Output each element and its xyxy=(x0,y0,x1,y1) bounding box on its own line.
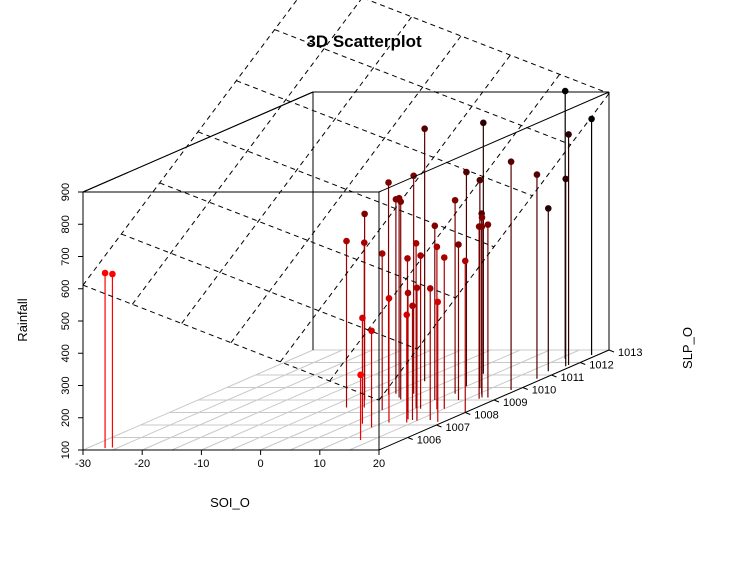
y-tick xyxy=(407,437,413,440)
data-point xyxy=(433,243,441,251)
plane-grid-line xyxy=(230,35,462,343)
data-point xyxy=(451,196,459,204)
x-tick-label: 10 xyxy=(314,458,326,470)
data-point xyxy=(404,289,412,297)
data-point xyxy=(413,284,421,292)
data-point xyxy=(409,302,416,310)
x-tick-label: -30 xyxy=(75,458,91,470)
regression-plane xyxy=(82,0,610,401)
y-tick xyxy=(493,399,500,403)
x-tick-label: -10 xyxy=(193,458,209,470)
z-tick-label: 900 xyxy=(60,183,72,201)
data-point xyxy=(544,205,552,212)
data-point xyxy=(480,119,487,127)
data-point xyxy=(476,176,484,184)
z-tick-label: 100 xyxy=(60,441,72,459)
y-tick-label: 1011 xyxy=(561,372,585,384)
data-point xyxy=(359,314,366,322)
plane-grid-line xyxy=(274,29,571,146)
y-axis-label: SLP_O xyxy=(680,327,695,369)
data-point xyxy=(378,250,386,257)
y-tick-label: 1010 xyxy=(532,385,556,397)
data-point xyxy=(109,270,116,278)
plane-grid-line xyxy=(236,80,533,197)
data-point xyxy=(463,168,470,176)
data-point xyxy=(533,171,541,178)
data-point xyxy=(412,240,420,247)
plane-grid-line xyxy=(131,0,362,305)
box-edge xyxy=(82,91,314,193)
y-tick xyxy=(522,387,528,390)
data-point xyxy=(565,131,572,138)
data-point xyxy=(484,221,492,228)
plane-grid-line xyxy=(367,0,610,94)
data-point xyxy=(455,241,462,248)
plane-grid-line xyxy=(121,233,418,350)
data-point xyxy=(434,298,442,306)
y-tick xyxy=(465,412,471,415)
z-axis-label: Rainfall xyxy=(15,298,30,341)
z-tick-label: 200 xyxy=(60,409,72,427)
data-point xyxy=(461,257,469,265)
z-tick-label: 800 xyxy=(60,215,72,233)
x-axis-label: SOI_O xyxy=(210,495,250,510)
x-tick-label: 0 xyxy=(258,458,264,470)
data-point xyxy=(431,222,439,230)
data-point xyxy=(361,210,368,218)
axes: -30 -20 -10 0 10 20 100 200 300 400 500 600 700 800 90… xyxy=(60,183,643,470)
data-points xyxy=(101,87,595,379)
y-tick-label: 1007 xyxy=(446,422,470,434)
data-point xyxy=(404,255,411,262)
data-point xyxy=(588,115,595,123)
chart-title: 3D Scatterplot xyxy=(306,32,422,51)
z-tick-label: 600 xyxy=(60,280,72,298)
plane-grid-line xyxy=(197,131,495,248)
data-point xyxy=(561,87,569,95)
data-point xyxy=(426,285,434,292)
data-point xyxy=(507,158,515,165)
data-point xyxy=(403,311,411,319)
data-point xyxy=(360,239,368,247)
z-tick-label: 400 xyxy=(60,344,72,362)
z-tick-label: 700 xyxy=(60,247,72,265)
y-tick xyxy=(436,424,442,428)
data-point xyxy=(562,175,570,183)
y-tick xyxy=(580,362,586,365)
y-tick-label: 1009 xyxy=(503,397,527,409)
y-tick-label: 1012 xyxy=(589,360,613,372)
data-point xyxy=(385,179,392,186)
plane-grid-line xyxy=(82,284,380,401)
y-tick xyxy=(551,374,557,378)
box-edge xyxy=(378,91,610,193)
data-point xyxy=(440,254,448,261)
z-tick-label: 500 xyxy=(60,312,72,330)
z-tick-label: 300 xyxy=(60,376,72,394)
x-tick-label: -20 xyxy=(134,458,150,470)
data-point xyxy=(421,125,428,133)
box-front-edges xyxy=(82,91,610,451)
data-point xyxy=(397,198,405,205)
drop-lines xyxy=(104,91,593,449)
data-point xyxy=(417,252,424,259)
y-tick-label: 1013 xyxy=(618,347,642,359)
data-point xyxy=(357,371,364,379)
data-point xyxy=(343,237,350,245)
data-point xyxy=(475,223,483,230)
data-point xyxy=(368,327,375,335)
plane-grid-line xyxy=(159,182,456,299)
data-point xyxy=(101,269,109,277)
data-point xyxy=(385,295,393,302)
plane-grid-line xyxy=(181,16,413,324)
y-tick-label: 1006 xyxy=(417,435,441,447)
data-point xyxy=(478,214,486,221)
x-tick-label: 20 xyxy=(373,458,385,470)
y-tick xyxy=(608,349,615,353)
y-tick-label: 1008 xyxy=(474,410,498,422)
plane-grid-line xyxy=(82,0,298,286)
